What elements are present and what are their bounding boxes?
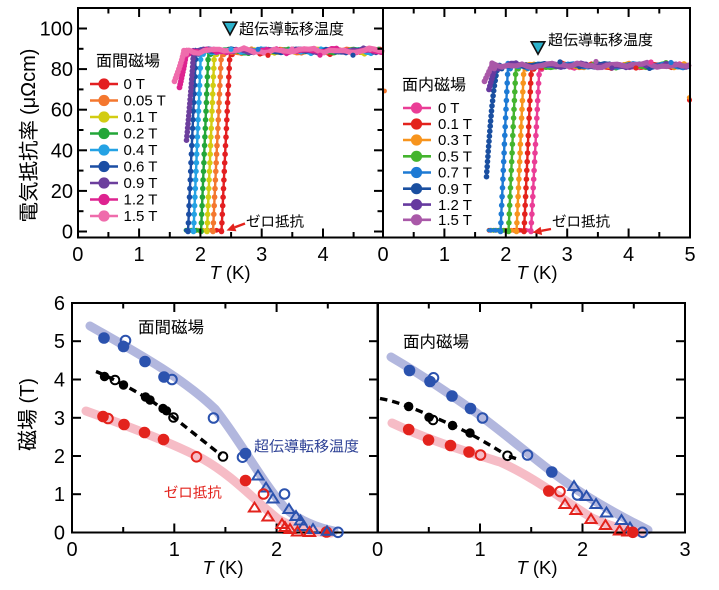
svg-text:1.5 T: 1.5 T	[438, 212, 472, 229]
svg-text:20: 20	[51, 181, 73, 203]
svg-text:2: 2	[577, 539, 588, 561]
svg-text:1: 1	[439, 244, 450, 266]
svg-text:4: 4	[623, 244, 634, 266]
svg-text:0.5 T: 0.5 T	[438, 149, 472, 166]
svg-text:0.9 T: 0.9 T	[124, 175, 158, 192]
svg-text:T (K): T (K)	[516, 262, 557, 283]
svg-text:3: 3	[54, 408, 65, 430]
svg-text:0.3 T: 0.3 T	[438, 132, 472, 149]
svg-text:0 T: 0 T	[438, 100, 459, 117]
svg-text:0: 0	[62, 222, 73, 244]
svg-text:0 T: 0 T	[124, 76, 145, 93]
svg-text:T (K): T (K)	[516, 557, 557, 578]
svg-text:0.1 T: 0.1 T	[124, 109, 158, 126]
svg-text:80: 80	[51, 59, 73, 81]
svg-text:(T): (T)	[17, 378, 39, 404]
svg-text:0: 0	[66, 539, 77, 561]
svg-text:1: 1	[169, 539, 180, 561]
svg-text:100: 100	[40, 19, 73, 41]
svg-text:1: 1	[474, 539, 485, 561]
svg-text:0: 0	[54, 523, 65, 545]
svg-text:5: 5	[684, 244, 695, 266]
svg-text:0: 0	[372, 539, 383, 561]
svg-text:0.9 T: 0.9 T	[438, 181, 472, 198]
svg-text:T (K): T (K)	[202, 557, 243, 578]
svg-text:6: 6	[54, 293, 65, 315]
svg-text:3: 3	[562, 244, 573, 266]
svg-text:0: 0	[72, 244, 83, 266]
svg-text:60: 60	[51, 100, 73, 122]
svg-text:4: 4	[317, 244, 328, 266]
svg-text:1: 1	[54, 484, 65, 506]
svg-text:(μΩcm): (μΩcm)	[18, 49, 40, 115]
svg-text:1.5 T: 1.5 T	[124, 208, 158, 225]
svg-text:1: 1	[134, 244, 145, 266]
svg-text:0.05 T: 0.05 T	[124, 93, 166, 110]
svg-text:40: 40	[51, 140, 73, 162]
svg-text:2: 2	[500, 244, 511, 266]
svg-text:1.2 T: 1.2 T	[438, 197, 472, 214]
svg-text:1.2 T: 1.2 T	[124, 192, 158, 209]
svg-text:2: 2	[271, 539, 282, 561]
svg-text:0.4 T: 0.4 T	[124, 142, 158, 159]
svg-text:3: 3	[679, 539, 690, 561]
svg-text:0.2 T: 0.2 T	[124, 126, 158, 143]
svg-text:3: 3	[256, 244, 267, 266]
svg-text:0.6 T: 0.6 T	[124, 159, 158, 176]
svg-text:5: 5	[54, 331, 65, 353]
svg-text:超伝導転移温度: 超伝導転移温度	[239, 21, 344, 38]
svg-text:0.1 T: 0.1 T	[438, 116, 472, 133]
svg-text:T (K): T (K)	[209, 262, 250, 283]
svg-text:2: 2	[195, 244, 206, 266]
svg-text:4: 4	[54, 370, 65, 392]
svg-text:2: 2	[54, 446, 65, 468]
svg-text:0.7 T: 0.7 T	[438, 165, 472, 182]
svg-text:0: 0	[377, 244, 388, 266]
